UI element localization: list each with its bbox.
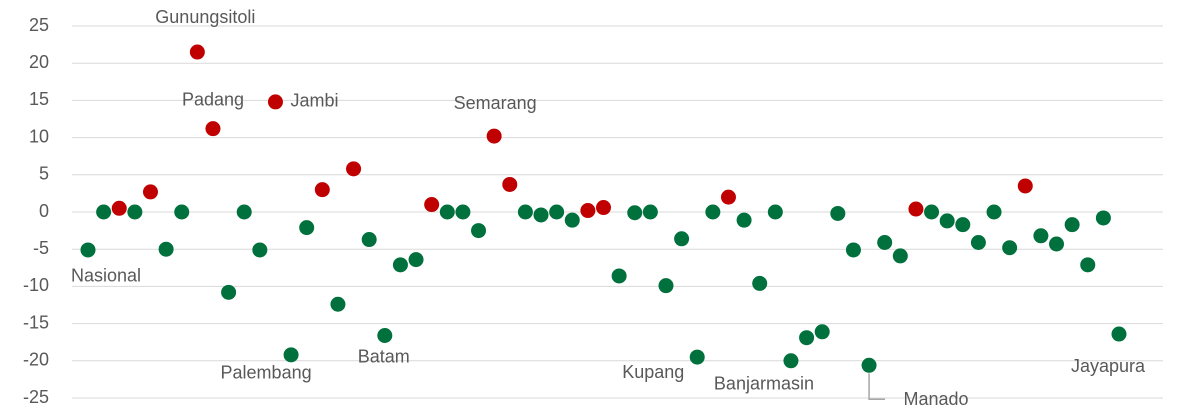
data-point <box>924 204 940 220</box>
data-point <box>1111 326 1127 342</box>
data-point <box>939 213 955 229</box>
data-point <box>705 204 721 220</box>
data-point <box>877 235 893 251</box>
data-point <box>346 161 362 177</box>
point-label: Gunungsitoli <box>155 7 255 27</box>
data-point <box>970 235 986 251</box>
data-point <box>96 204 112 220</box>
point-label: Manado <box>904 389 969 409</box>
data-point <box>252 242 268 258</box>
data-point <box>424 197 440 213</box>
data-point <box>517 204 533 220</box>
data-point <box>955 217 971 233</box>
data-point <box>299 220 315 236</box>
y-tick-label: -5 <box>33 238 49 258</box>
data-point <box>752 275 768 291</box>
y-tick-label: -20 <box>23 350 49 370</box>
data-point <box>814 324 830 340</box>
data-point <box>439 204 455 220</box>
data-point <box>455 204 471 220</box>
y-tick-label: 5 <box>39 164 49 184</box>
y-tick-label: -25 <box>23 387 49 407</box>
data-point <box>314 182 330 198</box>
y-tick-label: 0 <box>39 201 49 221</box>
data-point <box>986 204 1002 220</box>
data-point <box>221 284 237 300</box>
y-tick-label: 25 <box>29 15 49 35</box>
point-label: Jambi <box>290 91 338 111</box>
data-point <box>158 241 174 257</box>
data-point <box>1095 210 1111 226</box>
data-point <box>580 203 596 219</box>
data-point <box>830 205 846 221</box>
data-point <box>392 257 408 273</box>
data-point <box>127 204 143 220</box>
data-point <box>205 121 221 137</box>
data-point <box>142 184 158 200</box>
data-point <box>611 268 627 284</box>
y-tick-label: 10 <box>29 126 49 146</box>
data-point <box>674 231 690 247</box>
data-point <box>783 353 799 369</box>
data-point <box>174 204 190 220</box>
data-point <box>1080 257 1096 273</box>
data-point <box>502 176 518 192</box>
y-tick-label: -15 <box>23 312 49 332</box>
data-point <box>189 44 205 60</box>
data-point <box>471 223 487 239</box>
data-point <box>767 204 783 220</box>
data-point <box>908 201 924 217</box>
data-point <box>1002 240 1018 256</box>
data-point <box>236 204 252 220</box>
data-point <box>564 212 580 228</box>
data-point <box>80 242 96 258</box>
y-tick-label: 20 <box>29 52 49 72</box>
y-tick-label: -10 <box>23 275 49 295</box>
data-point <box>330 296 346 312</box>
data-point <box>549 204 565 220</box>
data-point <box>408 252 424 268</box>
data-point <box>736 212 752 228</box>
data-point <box>642 204 658 220</box>
data-point <box>799 330 815 346</box>
data-point <box>1064 217 1080 233</box>
data-point <box>658 278 674 294</box>
data-point <box>533 207 549 223</box>
data-point <box>1033 228 1049 244</box>
data-point <box>267 94 283 110</box>
data-point <box>377 328 393 344</box>
point-label: Nasional <box>71 266 141 286</box>
point-label: Batam <box>358 346 410 366</box>
point-label: Semarang <box>454 93 537 113</box>
point-label: Padang <box>182 89 244 109</box>
data-point <box>283 347 299 363</box>
data-point <box>1017 178 1033 194</box>
data-point <box>845 242 861 258</box>
point-label: Banjarmasin <box>714 374 814 394</box>
data-point <box>111 200 127 216</box>
y-tick-label: 15 <box>29 89 49 109</box>
data-point <box>1049 236 1065 252</box>
data-point <box>596 200 611 216</box>
leader-line <box>868 373 886 401</box>
data-point <box>892 248 908 264</box>
point-label: Palembang <box>221 363 312 383</box>
data-point <box>689 349 705 365</box>
point-label: Kupang <box>622 362 684 382</box>
data-point <box>486 128 502 144</box>
point-label: Jayapura <box>1071 356 1146 376</box>
data-point <box>861 357 877 373</box>
data-point <box>627 205 643 221</box>
data-point <box>361 232 377 248</box>
data-point <box>720 189 736 205</box>
